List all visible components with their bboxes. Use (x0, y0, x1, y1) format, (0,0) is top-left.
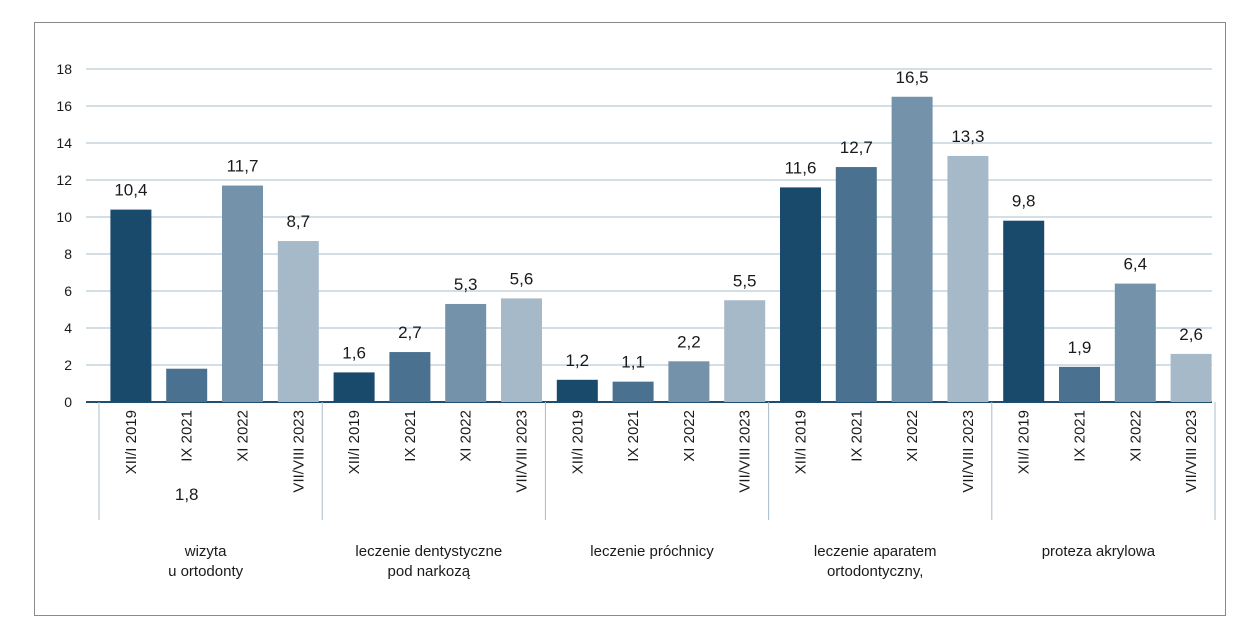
data-label: 1,8 (175, 485, 199, 504)
data-label: 9,8 (1012, 192, 1036, 211)
x-tick-label: VII/VIII 2023 (514, 410, 531, 493)
y-tick-label: 2 (64, 357, 72, 373)
data-label: 13,3 (951, 127, 984, 146)
bar (1003, 220, 1045, 402)
x-tick-label: IX 2021 (402, 410, 419, 462)
bar (110, 209, 152, 402)
bar (1059, 366, 1100, 402)
bar (389, 352, 431, 402)
bar (724, 300, 766, 402)
data-label: 11,6 (785, 158, 817, 177)
bar (556, 379, 598, 402)
x-tick-label: XII/I 2019 (123, 410, 140, 474)
data-label: 8,7 (286, 212, 310, 231)
data-label: 5,5 (733, 271, 757, 290)
y-tick-label: 8 (64, 246, 72, 262)
x-tick-label: XII/I 2019 (793, 410, 810, 474)
x-tick-label: XI 2022 (235, 410, 252, 462)
bar (835, 167, 877, 402)
x-tick-label: VII/VIII 2023 (290, 410, 307, 493)
x-tick-label: XI 2022 (904, 410, 921, 462)
bar (222, 185, 263, 402)
data-label: 1,1 (621, 353, 645, 372)
y-tick-label: 12 (56, 172, 72, 188)
group-label: leczenie aparatem (814, 543, 937, 560)
bar (1170, 353, 1212, 402)
y-tick-label: 6 (64, 283, 72, 299)
bar (501, 298, 542, 402)
x-tick-label: IX 2021 (1072, 410, 1089, 462)
x-tick-label: XI 2022 (1127, 410, 1144, 462)
data-label: 2,6 (1179, 325, 1203, 344)
group-label: proteza akrylowa (1042, 543, 1156, 560)
x-tick-label: VII/VIII 2023 (737, 410, 754, 493)
x-tick-label: XII/I 2019 (569, 410, 586, 474)
y-tick-label: 16 (56, 98, 72, 114)
data-label: 1,9 (1068, 338, 1092, 357)
bar (1114, 283, 1156, 402)
y-tick-label: 10 (56, 209, 72, 225)
data-label: 2,2 (677, 332, 701, 351)
bar (277, 241, 319, 402)
data-label: 5,6 (510, 269, 534, 288)
bar (668, 361, 710, 402)
bar (612, 381, 654, 402)
data-label: 2,7 (398, 323, 422, 342)
bar (780, 187, 821, 402)
y-tick-label: 0 (64, 394, 72, 410)
x-tick-label: XI 2022 (458, 410, 475, 462)
x-tick-label: XII/I 2019 (346, 410, 363, 474)
group-label: wizyta (184, 543, 227, 560)
y-tick-label: 18 (56, 61, 72, 77)
data-label: 11,7 (227, 157, 259, 176)
x-tick-label: VII/VIII 2023 (1183, 410, 1200, 493)
data-label: 16,5 (896, 68, 929, 87)
group-label: leczenie próchnicy (590, 543, 714, 560)
group-label: u ortodonty (168, 563, 244, 580)
y-tick-label: 14 (56, 135, 72, 151)
data-label: 1,2 (565, 351, 589, 370)
bar (445, 303, 487, 402)
x-tick-label: XI 2022 (681, 410, 698, 462)
x-tick-label: IX 2021 (848, 410, 865, 462)
x-tick-label: IX 2021 (625, 410, 642, 462)
group-label: leczenie dentystyczne (355, 543, 502, 560)
bar (166, 368, 208, 402)
bar (947, 155, 989, 402)
x-tick-label: IX 2021 (179, 410, 196, 462)
bar (333, 372, 375, 402)
group-label: pod narkozą (388, 563, 471, 580)
data-label: 6,4 (1123, 255, 1147, 274)
y-tick-label: 4 (64, 320, 72, 336)
data-label: 12,7 (840, 138, 873, 157)
data-label: 5,3 (454, 275, 478, 294)
bar (891, 96, 933, 402)
x-tick-label: VII/VIII 2023 (960, 410, 977, 493)
x-tick-label: XII/I 2019 (1016, 410, 1033, 474)
data-label: 10,4 (114, 181, 147, 200)
group-label: ortodontyczny, (827, 563, 923, 580)
data-label: 1,6 (342, 343, 366, 362)
